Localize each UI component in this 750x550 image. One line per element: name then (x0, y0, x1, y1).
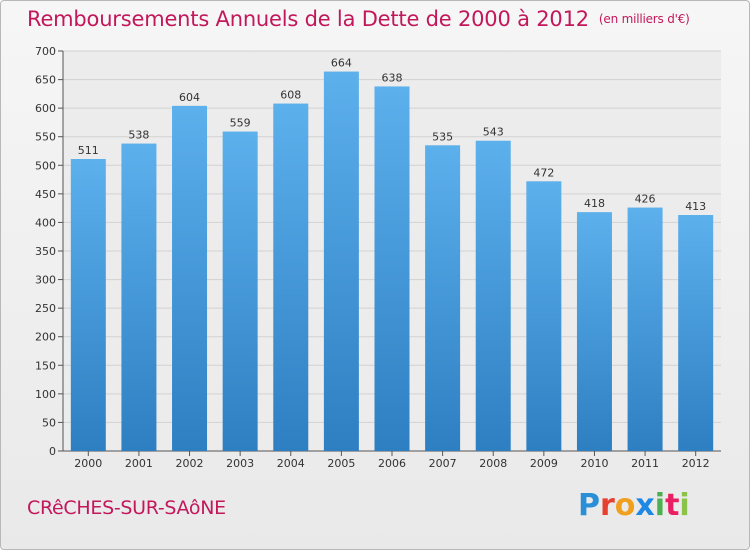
city-name: CRêCHES-SUR-SAôNE (27, 497, 226, 519)
x-tick-label-2012: 2012 (682, 457, 710, 470)
x-tick-label-2004: 2004 (277, 457, 305, 470)
logo-letter: r (600, 488, 615, 523)
logo-letter: x (635, 488, 655, 523)
y-tick-label: 650 (35, 74, 56, 87)
y-tick-label: 100 (35, 388, 56, 401)
bar-2002 (172, 105, 208, 451)
bar-2004 (273, 103, 309, 452)
data-label-2002: 604 (179, 91, 200, 104)
x-tick-label-2003: 2003 (226, 457, 254, 470)
logo-letter: o (614, 488, 636, 523)
bar-2005 (323, 71, 359, 452)
data-label-2008: 543 (483, 126, 504, 139)
y-tick-label: 700 (35, 45, 56, 58)
x-tick-label-2002: 2002 (176, 457, 204, 470)
logo-letter: P (578, 488, 600, 523)
x-tick-label-2007: 2007 (429, 457, 457, 470)
data-labels: 511 538 604 559 608 664 638 535 543 472 418 426 413 (78, 57, 706, 213)
y-tick-label: 600 (35, 102, 56, 115)
x-tick-label-2005: 2005 (327, 457, 355, 470)
data-label-2006: 638 (382, 71, 403, 84)
data-label-2000: 511 (78, 144, 99, 157)
logo-letter: i (679, 488, 690, 523)
x-tick-label-2001: 2001 (125, 457, 153, 470)
logo-letter: t (665, 488, 680, 523)
bar-2011 (627, 207, 663, 451)
x-tick-labels: 2000 2001 2002 2003 2004 2005 2006 2007 2008 2009… (74, 457, 709, 470)
y-tick-label: 500 (35, 159, 56, 172)
y-tick-label: 200 (35, 331, 56, 344)
data-label-2011: 426 (635, 193, 656, 206)
bar-2012 (678, 215, 714, 451)
data-label-2003: 559 (230, 117, 251, 130)
bar-2000 (70, 159, 106, 451)
bars (70, 71, 714, 452)
x-tick-label-2009: 2009 (530, 457, 558, 470)
bar-2009 (526, 181, 562, 452)
y-tick-label: 400 (35, 216, 56, 229)
x-tick-label-2006: 2006 (378, 457, 406, 470)
data-label-2012: 413 (685, 200, 706, 213)
y-tick-label: 50 (42, 416, 56, 429)
data-label-2009: 472 (533, 166, 554, 179)
y-tick-label: 0 (49, 445, 56, 458)
bar-2007 (425, 145, 461, 452)
x-tick-label-2008: 2008 (479, 457, 507, 470)
bar-2003 (222, 131, 258, 452)
bar-2008 (475, 140, 511, 451)
bar-2006 (374, 86, 410, 451)
y-tick-label: 450 (35, 188, 56, 201)
data-label-2004: 608 (280, 89, 301, 102)
x-tick-label-2010: 2010 (580, 457, 608, 470)
x-tick-label-2011: 2011 (631, 457, 659, 470)
data-label-2010: 418 (584, 197, 605, 210)
bar-2001 (121, 143, 157, 452)
x-tick-label-2000: 2000 (74, 457, 102, 470)
logo-letter: i (654, 488, 666, 523)
y-tick-label: 250 (35, 302, 56, 315)
data-label-2007: 535 (432, 130, 453, 143)
chart-title-unit: (en milliers d'€) (598, 12, 690, 26)
y-tick-label: 350 (35, 245, 56, 258)
y-tick-label: 150 (35, 359, 56, 372)
y-tick-label: 550 (35, 131, 56, 144)
bar-2010 (576, 212, 612, 451)
data-label-2001: 538 (128, 129, 149, 142)
data-label-2005: 664 (331, 57, 352, 70)
chart-title-text: Remboursements Annuels de la Dette de 20… (27, 7, 589, 31)
proxiti-logo: Proxiti (578, 488, 690, 523)
chart-title: Remboursements Annuels de la Dette de 20… (27, 7, 690, 31)
y-tick-label: 300 (35, 274, 56, 287)
y-tick-labels: 0 50 100 150 200 250 300 350 400 450 500 550 600 650 7… (35, 45, 56, 458)
